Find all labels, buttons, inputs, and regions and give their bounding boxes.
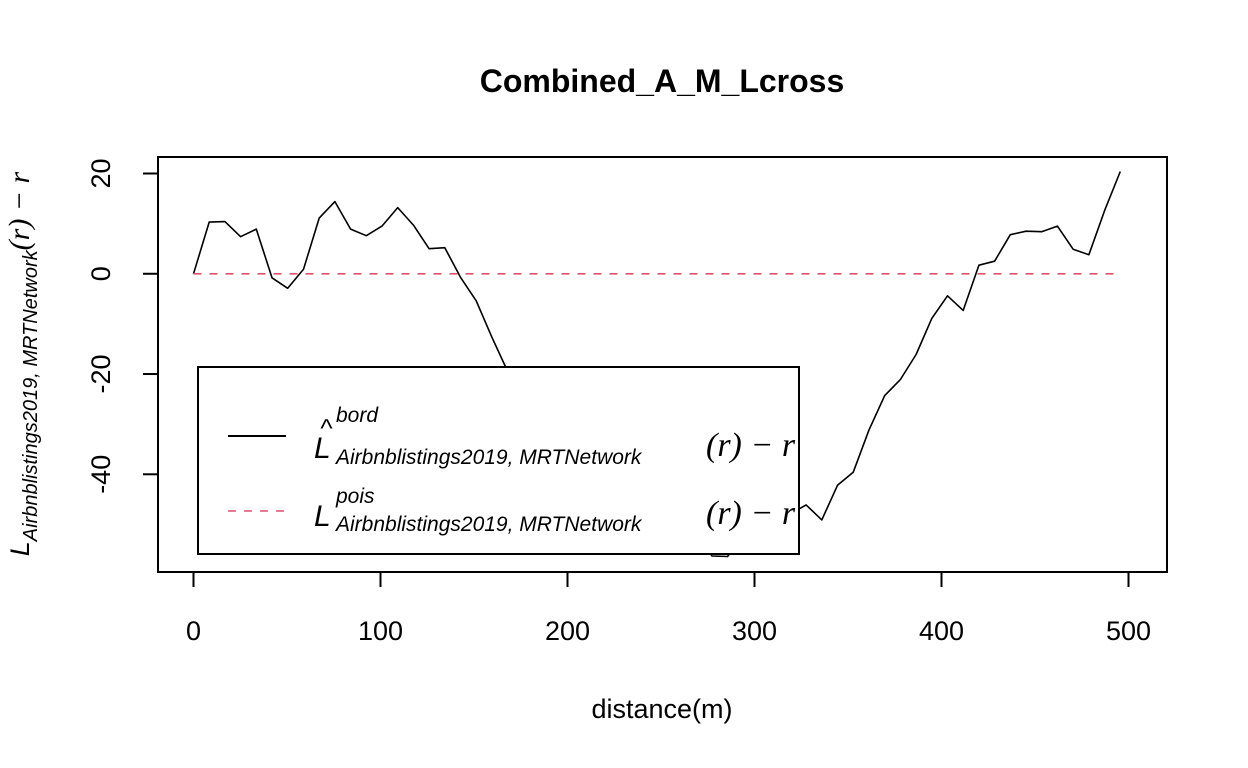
y-axis-label-subscript: Airbnblistings2019, MRTNetwork [20, 249, 42, 542]
legend-label-bord-tail: (r) − r [706, 427, 796, 464]
x-axis: 0 100 200 300 400 500 [186, 571, 1151, 646]
y-axis: 20 0 -20 -40 [86, 158, 159, 494]
x-tick-label: 500 [1106, 616, 1151, 646]
y-tick-label: 20 [86, 158, 116, 188]
y-axis-label-base: L [5, 541, 35, 556]
legend-label-bord-base: L [314, 432, 331, 465]
y-tick-label: 0 [86, 266, 116, 281]
legend-label-bord-subscript: Airbnblistings2019, MRTNetwork [334, 446, 643, 469]
chart-title: Combined_A_M_Lcross [480, 63, 845, 99]
legend: L ^ bord Airbnblistings2019, MRTNetwork … [197, 366, 800, 555]
legend-label-bord-hat: ^ [320, 413, 333, 443]
x-tick-label: 300 [732, 616, 777, 646]
x-tick-label: 400 [919, 616, 964, 646]
x-tick-label: 200 [545, 616, 590, 646]
legend-box [197, 366, 800, 555]
y-axis-label: LAirbnblistings2019, MRTNetwork(r) − r [3, 171, 42, 556]
y-tick-label: -40 [86, 455, 116, 494]
legend-label-pois-tail: (r) − r [706, 495, 796, 532]
y-axis-label-tail: (r) − r [3, 171, 36, 250]
legend-label-bord-superscript: bord [336, 404, 379, 427]
legend-label-pois-subscript: Airbnblistings2019, MRTNetwork [334, 513, 643, 536]
x-tick-label: 0 [186, 616, 201, 646]
x-tick-label: 100 [358, 616, 403, 646]
x-axis-label: distance(m) [591, 694, 732, 724]
y-tick-label: -20 [86, 355, 116, 394]
legend-label-pois-base: L [314, 500, 331, 533]
legend-label-pois-superscript: pois [335, 485, 375, 508]
